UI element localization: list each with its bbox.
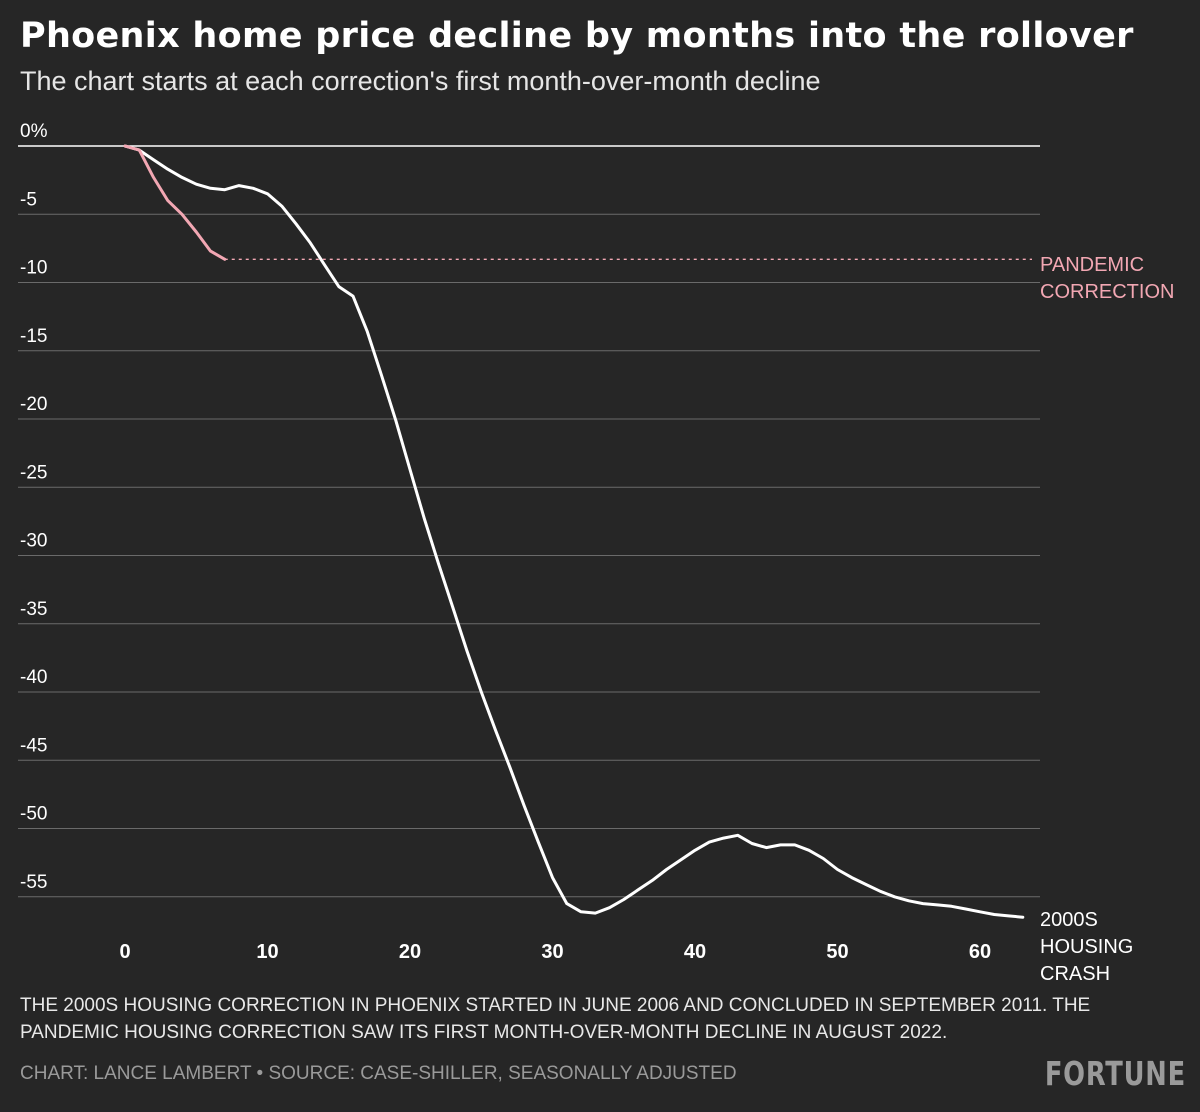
- x-tick-label: 30: [541, 941, 563, 963]
- housing-crash-series-label: 2000S: [1040, 909, 1098, 931]
- chart-title: Phoenix home price decline by months int…: [20, 16, 1134, 56]
- y-tick-label: -35: [20, 599, 47, 620]
- x-tick-label: 50: [826, 941, 848, 963]
- housing-crash-series-line: [123, 144, 1025, 919]
- housing-crash-series-label: CRASH: [1040, 963, 1110, 985]
- x-tick-label: 10: [256, 941, 278, 963]
- pandemic-series-label: CORRECTION: [1040, 281, 1174, 303]
- housing-crash-series-label: HOUSING: [1040, 936, 1133, 958]
- y-tick-label: -55: [20, 872, 47, 893]
- y-tick-label: -20: [20, 394, 47, 415]
- x-tick-label: 40: [684, 941, 706, 963]
- y-tick-label: -45: [20, 735, 47, 756]
- pandemic-series-line: [123, 144, 227, 261]
- y-tick-label: 0%: [20, 121, 48, 142]
- y-tick-label: -10: [20, 258, 47, 279]
- y-tick-label: -50: [20, 804, 47, 825]
- x-axis-labels: 0 10 20 30 40 50 60: [119, 941, 991, 963]
- pandemic-series-label: PANDEMIC: [1040, 254, 1144, 276]
- y-tick-label: -40: [20, 667, 47, 688]
- y-tick-label: -15: [20, 326, 47, 347]
- fortune-logo: FORTUNE: [1044, 1054, 1186, 1093]
- y-tick-label: -5: [20, 189, 37, 210]
- footnote: THE 2000S HOUSING CORRECTION IN PHOENIX …: [20, 995, 1091, 1043]
- series-labels: PANDEMIC CORRECTION 2000S HOUSING CRASH: [1040, 254, 1174, 985]
- x-tick-label: 0: [119, 941, 130, 963]
- y-tick-label: -25: [20, 462, 47, 483]
- y-axis-labels: 0% -5 -10 -15 -20 -25 -30 -35 -40 -45 -50 -55: [20, 121, 48, 893]
- chart-subtitle: The chart starts at each correction's fi…: [20, 66, 821, 96]
- grid-lines: [18, 145, 1040, 898]
- x-tick-label: 60: [969, 941, 991, 963]
- x-tick-label: 20: [399, 941, 421, 963]
- y-tick-label: -30: [20, 531, 47, 552]
- source-credit: CHART: LANCE LAMBERT • SOURCE: CASE-SHIL…: [20, 1063, 737, 1084]
- series-lines: [123, 144, 1025, 919]
